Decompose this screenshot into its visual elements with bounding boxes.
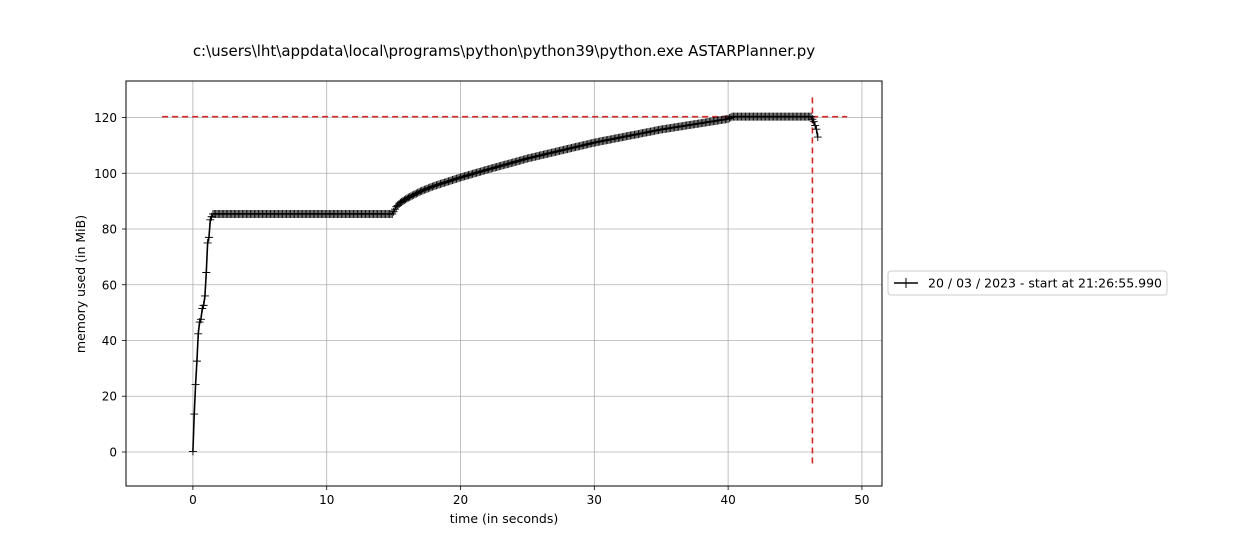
memory-sample-marker xyxy=(194,329,203,338)
y-axis-ticks: 0 20 40 60 80 100 120 xyxy=(94,111,126,459)
legend-marker-swatch xyxy=(901,278,911,288)
plot-area xyxy=(126,81,882,486)
x-tick-label: 40 xyxy=(720,493,735,507)
y-axis-label: memory used (in MiB) xyxy=(73,215,88,353)
memory-sample-marker xyxy=(191,380,200,389)
memory-sample-marker xyxy=(192,357,201,366)
memory-sample-marker xyxy=(188,447,197,456)
x-tick-label: 0 xyxy=(189,493,197,507)
legend: 20 / 03 / 2023 - start at 21:26:55.990 xyxy=(887,270,1168,296)
x-tick-label: 10 xyxy=(319,493,334,507)
memory-sample-marker xyxy=(813,133,822,142)
y-tick-label: 40 xyxy=(102,334,117,348)
memory-sample-marker xyxy=(190,410,199,419)
memory-sample-marker xyxy=(203,238,212,247)
plot-frame xyxy=(125,80,883,487)
memory-sample-marker xyxy=(204,233,213,242)
y-tick-label: 20 xyxy=(102,390,117,404)
y-tick-label: 100 xyxy=(94,167,117,181)
memory-sample-marker xyxy=(199,301,208,310)
memory-sample-marker xyxy=(809,117,818,126)
grid-lines xyxy=(126,81,882,486)
legend-entry-label: 20 / 03 / 2023 - start at 21:26:55.990 xyxy=(928,276,1162,291)
memory-series xyxy=(188,112,822,456)
chart-title: c:\users\lht\appdata\local\programs\pyth… xyxy=(193,42,815,60)
memory-sample-marker xyxy=(200,291,209,300)
memory-sample-marker xyxy=(812,125,821,134)
memory-sample-marker xyxy=(811,121,820,130)
x-axis-ticks: 0 10 20 30 40 50 xyxy=(189,486,870,507)
y-tick-label: 80 xyxy=(102,223,117,237)
x-tick-label: 30 xyxy=(587,493,602,507)
y-tick-label: 0 xyxy=(109,445,117,459)
x-tick-label: 50 xyxy=(854,493,869,507)
x-tick-label: 20 xyxy=(453,493,468,507)
legend-box xyxy=(887,270,1168,296)
x-axis-label: time (in seconds) xyxy=(450,511,558,526)
y-tick-label: 60 xyxy=(102,278,117,292)
y-tick-label: 120 xyxy=(94,111,117,125)
memory-sample-marker xyxy=(202,268,211,277)
memory-sample-marker xyxy=(196,315,205,324)
